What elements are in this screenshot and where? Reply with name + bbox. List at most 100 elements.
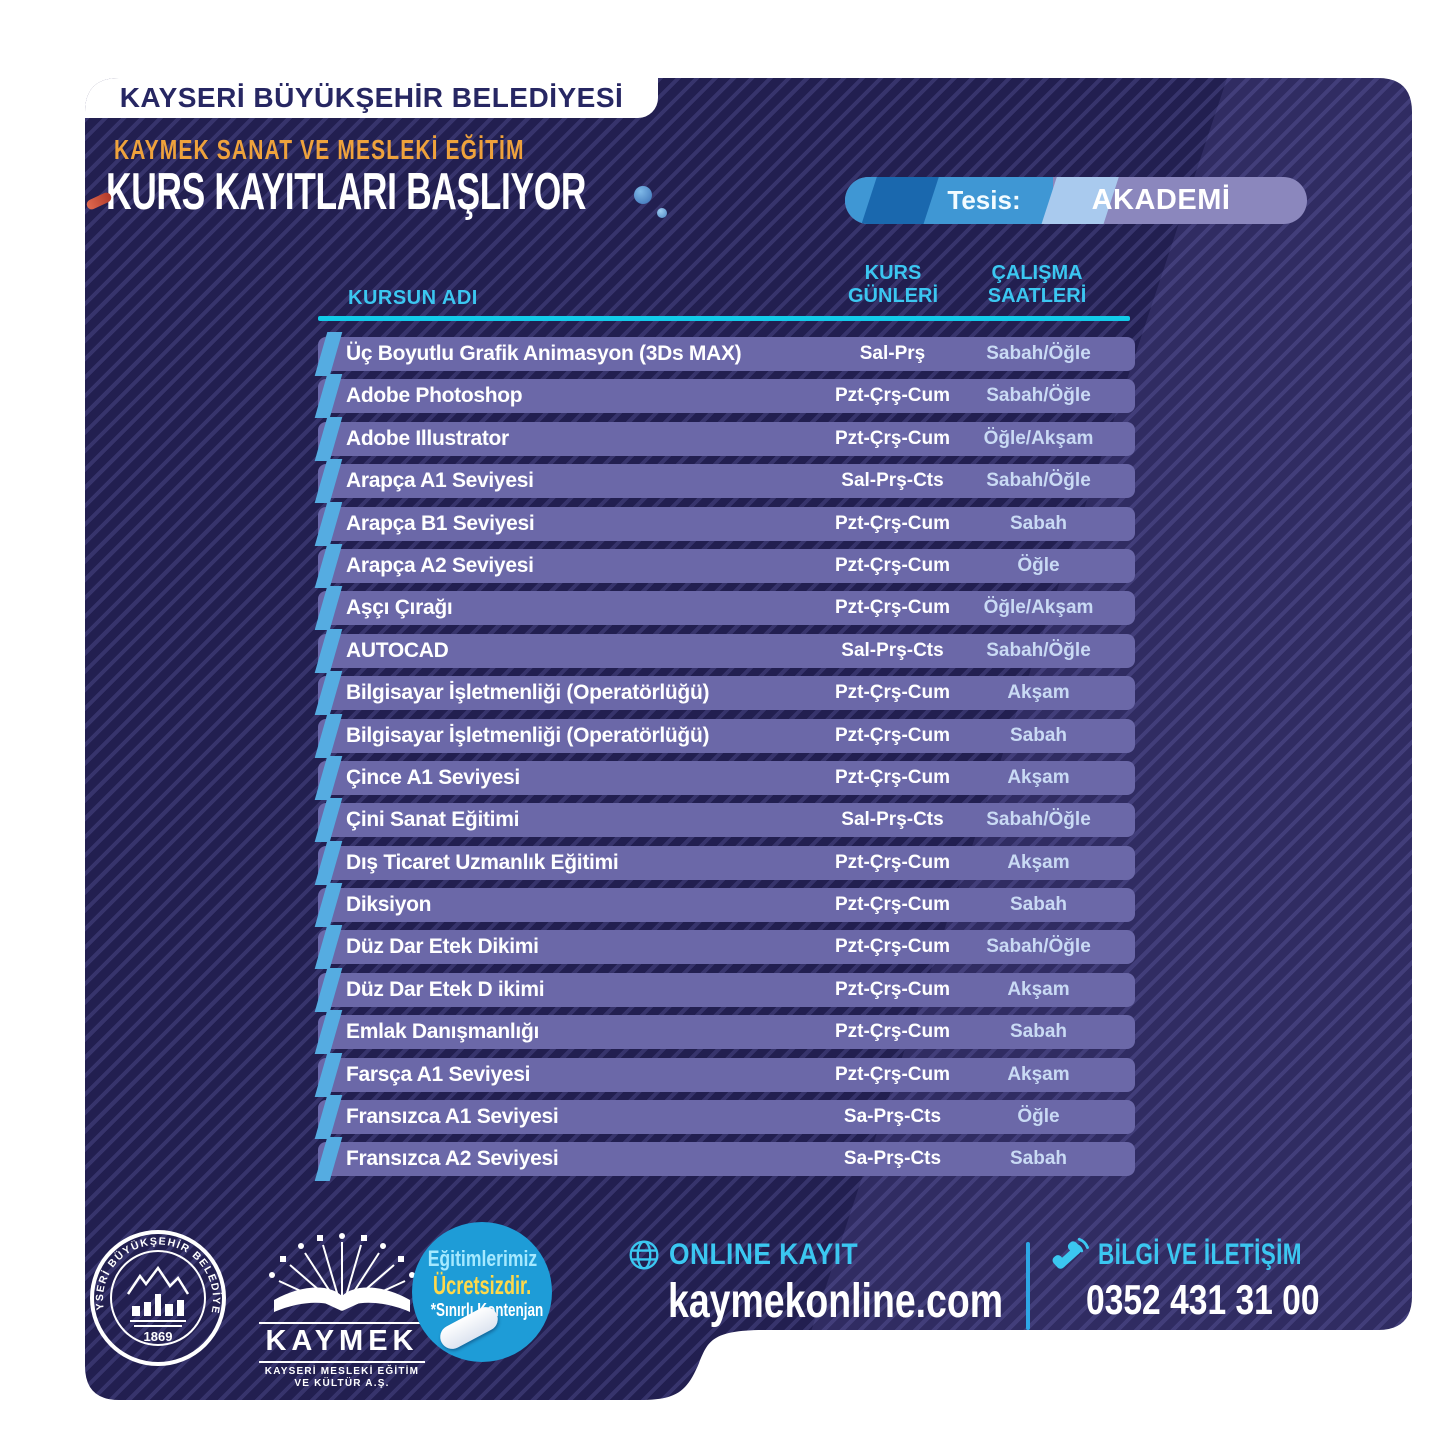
course-hours: Öğle xyxy=(1017,1106,1060,1128)
course-name: Arapça B1 Seviyesi xyxy=(346,511,535,535)
course-name: Çince A1 Seviyesi xyxy=(346,765,520,789)
course-name: Düz Dar Etek D ikimi xyxy=(346,977,545,1001)
course-days: Sal-Prş-Cts xyxy=(841,809,944,831)
badge-line2: Ücretsizdir. xyxy=(433,1270,532,1300)
course-days: Pzt-Çrş-Cum xyxy=(834,385,951,407)
online-registration: ONLINE KAYIT kaymekonline.com xyxy=(628,1238,1098,1329)
course-hours: Sabah/Öğle xyxy=(986,470,1091,492)
course-days: Pzt-Çrş-Cum xyxy=(834,894,951,916)
table-row: Düz Dar Etek Dikimi Pzt-Çrş-Cum Sabah/Öğ… xyxy=(318,930,1135,964)
course-days: Pzt-Çrş-Cum xyxy=(834,766,951,788)
column-header-course-name: KURSUN ADI xyxy=(348,287,478,309)
contact-phone-number: 0352 431 31 00 xyxy=(1086,1276,1320,1323)
course-hours: Öğle xyxy=(1017,554,1060,576)
course-hours: Akşam xyxy=(1007,978,1070,1000)
table-row: Çini Sanat Eğitimi Sal-Prş-Cts Sabah/Öğl… xyxy=(318,803,1135,837)
course-days: Pzt-Çrş-Cum xyxy=(834,1063,951,1085)
course-hours: Akşam xyxy=(1007,682,1070,704)
course-days: Pzt-Çrş-Cum xyxy=(834,427,951,449)
course-name: Üç Boyutlu Grafik Animasyon (3Ds MAX) xyxy=(346,342,742,365)
course-name: Bilgisayar İşletmenliği (Operatörlüğü) xyxy=(346,723,710,747)
table-row: Arapça A1 Seviyesi Sal-Prş-Cts Sabah/Öğl… xyxy=(318,464,1135,498)
city-skyline-icon xyxy=(132,1294,184,1316)
course-hours: Akşam xyxy=(1007,1063,1070,1085)
badge-line1: Eğitimlerimiz xyxy=(427,1246,537,1271)
course-days: Sa-Prş-Cts xyxy=(843,1148,942,1170)
table-row: Fransızca A1 Seviyesi Sa-Prş-Cts Öğle xyxy=(318,1100,1135,1134)
course-name: Emlak Danışmanlığı xyxy=(346,1020,540,1044)
kaymek-subtitle-line1: KAYSERİ MESLEKİ EĞİTİM xyxy=(264,1366,420,1377)
course-name: Çini Sanat Eğitimi xyxy=(346,808,520,832)
table-row: Arapça A2 Seviyesi Pzt-Çrş-Cum Öğle xyxy=(318,549,1135,583)
table-row: AUTOCAD Sal-Prş-Cts Sabah/Öğle xyxy=(318,634,1135,668)
course-days: Pzt-Çrş-Cum xyxy=(834,1021,951,1043)
table-row: Dış Ticaret Uzmanlık Eğitimi Pzt-Çrş-Cum… xyxy=(318,846,1135,880)
table-row: Çince A1 Seviyesi Pzt-Çrş-Cum Akşam xyxy=(318,761,1135,795)
footer-divider xyxy=(1026,1242,1030,1330)
blue-dot-icon xyxy=(634,186,652,204)
facility-badge: Tesis: AKADEMİ xyxy=(845,177,1307,224)
table-row: Adobe Illustrator Pzt-Çrş-Cum Öğle/Akşam xyxy=(318,422,1135,456)
mountain-icon xyxy=(128,1268,188,1294)
course-hours: Sabah xyxy=(1009,894,1068,916)
course-hours: Sabah/Öğle xyxy=(986,639,1091,661)
course-days: Sal-Prş-Cts xyxy=(841,639,944,661)
course-hours: Sabah/Öğle xyxy=(986,343,1091,364)
course-hours: Sabah/Öğle xyxy=(986,809,1091,831)
table-row: Adobe Photoshop Pzt-Çrş-Cum Sabah/Öğle xyxy=(318,379,1135,413)
table-row: Arapça B1 Seviyesi Pzt-Çrş-Cum Sabah xyxy=(318,507,1135,541)
course-name: Bilgisayar İşletmenliği (Operatörlüğü) xyxy=(346,681,710,705)
course-table: Üç Boyutlu Grafik Animasyon (3Ds MAX) Sa… xyxy=(318,337,1135,1176)
course-hours: Akşam xyxy=(1007,766,1070,788)
table-row: Diksiyon Pzt-Çrş-Cum Sabah xyxy=(318,888,1135,922)
phone-icon xyxy=(1052,1236,1090,1274)
course-days: Pzt-Çrş-Cum xyxy=(834,682,951,704)
municipality-banner: KAYSERİ BÜYÜKŞEHİR BELEDİYESİ xyxy=(85,78,658,118)
contact-label: BİLGİ VE İLETİŞİM xyxy=(1098,1238,1302,1271)
course-hours: Sabah xyxy=(1009,724,1068,746)
course-name: Adobe Photoshop xyxy=(346,384,523,408)
program-subtitle: KAYMEK SANAT VE MESLEKİ EĞİTİM xyxy=(114,134,525,165)
course-hours: Sabah xyxy=(1009,1148,1068,1170)
course-name: Dış Ticaret Uzmanlık Eğitimi xyxy=(346,850,619,874)
table-row: Bilgisayar İşletmenliği (Operatörlüğü) P… xyxy=(318,719,1135,753)
course-days: Pzt-Çrş-Cum xyxy=(834,978,951,1000)
course-days: Pzt-Çrş-Cum xyxy=(834,936,951,958)
course-days: Pzt-Çrş-Cum xyxy=(834,724,951,746)
table-row: Fransızca A2 Seviyesi Sa-Prş-Cts Sabah xyxy=(318,1142,1135,1176)
course-hours: Öğle/Akşam xyxy=(983,597,1094,619)
table-row: Emlak Danışmanlığı Pzt-Çrş-Cum Sabah xyxy=(318,1015,1135,1049)
blue-dot-small-icon xyxy=(657,208,667,218)
course-hours: Sabah/Öğle xyxy=(986,385,1091,407)
course-name: Arapça A1 Seviyesi xyxy=(346,469,534,493)
column-header-course-days: KURS GÜNLERİ xyxy=(848,262,938,307)
course-name: AUTOCAD xyxy=(346,638,449,662)
course-days: Pzt-Çrş-Cum xyxy=(834,597,951,619)
table-row: Aşçı Çırağı Pzt-Çrş-Cum Öğle/Akşam xyxy=(318,591,1135,625)
globe-icon xyxy=(628,1239,660,1271)
course-days: Pzt-Çrş-Cum xyxy=(834,851,951,873)
free-education-badge: Eğitimlerimiz Ücretsizdir. *Sınırlı Kont… xyxy=(412,1222,552,1362)
table-row: Bilgisayar İşletmenliği (Operatörlüğü) P… xyxy=(318,676,1135,710)
course-name: Fransızca A2 Seviyesi xyxy=(346,1147,559,1171)
header-underline xyxy=(318,316,1130,321)
kaymek-book-rays-icon xyxy=(250,1226,434,1321)
facility-label: Tesis: xyxy=(947,185,1021,215)
course-name: Arapça A2 Seviyesi xyxy=(346,553,534,577)
seal-year: 1869 xyxy=(144,1329,173,1344)
contact-info: BİLGİ VE İLETİŞİM 0352 431 31 00 xyxy=(1052,1236,1378,1324)
kaymek-logo: KAYMEK KAYSERİ MESLEKİ EĞİTİM VE KÜLTÜR … xyxy=(250,1226,434,1390)
registration-website: kaymekonline.com xyxy=(668,1275,1004,1328)
facility-value: AKADEMİ xyxy=(1091,184,1231,216)
municipality-name: KAYSERİ BÜYÜKŞEHİR BELEDİYESİ xyxy=(119,82,624,113)
online-registration-label: ONLINE KAYIT xyxy=(669,1238,859,1271)
course-name: Aşçı Çırağı xyxy=(346,596,453,620)
course-hours: Öğle/Akşam xyxy=(983,427,1094,449)
course-days: Sa-Prş-Cts xyxy=(843,1106,942,1128)
course-days: Sal-Prş-Cts xyxy=(841,470,944,492)
course-name: Fransızca A1 Seviyesi xyxy=(346,1105,559,1129)
municipality-seal-logo: KAYSERİ BÜYÜKŞEHİR BELEDİYESİ 1869 xyxy=(88,1228,228,1368)
table-row: Üç Boyutlu Grafik Animasyon (3Ds MAX) Sa… xyxy=(318,337,1135,371)
